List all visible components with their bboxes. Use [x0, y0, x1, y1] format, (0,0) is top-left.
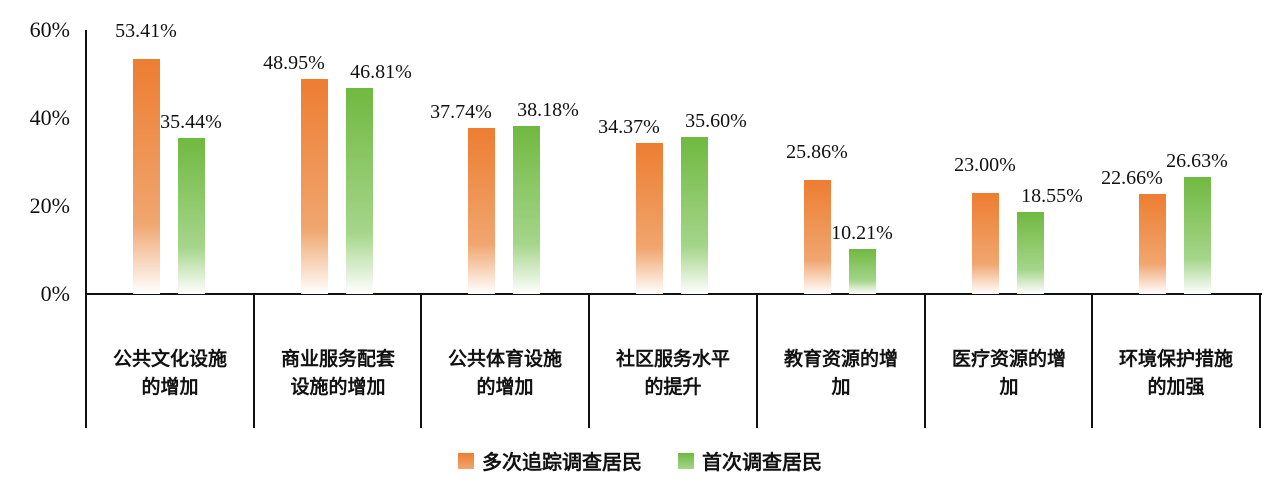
- value-label: 48.95%: [263, 52, 325, 74]
- category-label-line: 的增加: [476, 376, 534, 398]
- value-label: 23.00%: [954, 154, 1016, 176]
- legend-item-series-0: 多次追踪调查居民: [458, 446, 642, 475]
- category-divider: [924, 294, 926, 428]
- y-tick: 0%: [40, 281, 70, 306]
- value-label: 53.41%: [115, 20, 177, 42]
- value-label: 38.18%: [517, 99, 579, 121]
- bar-series-1: [681, 137, 708, 294]
- bar-series-0: [972, 193, 999, 294]
- bar-series-1: [1017, 212, 1044, 294]
- category-divider: [1259, 294, 1261, 428]
- category-label-line: 加: [831, 376, 851, 398]
- bar-series-0: [636, 143, 663, 294]
- bar-series-1: [346, 88, 373, 294]
- value-label: 35.60%: [685, 110, 747, 132]
- category-label-line: 公共文化设施: [112, 348, 227, 370]
- bar-series-0: [301, 79, 328, 294]
- category-label-line: 公共体育设施: [447, 348, 562, 370]
- bar-series-0: [804, 180, 831, 294]
- value-label: 46.81%: [350, 61, 412, 83]
- category-label: 环境保护措施 的加强: [1092, 345, 1260, 401]
- legend: 多次追踪调查居民 首次调查居民: [0, 446, 1280, 475]
- category-divider: [253, 294, 255, 428]
- category-divider: [756, 294, 758, 428]
- category-divider: [588, 294, 590, 428]
- category-label: 医疗资源的增加: [925, 345, 1093, 401]
- category-label-line: 医疗资源的增: [951, 348, 1066, 370]
- legend-swatch-green: [678, 452, 694, 469]
- category-label-line: 教育资源的增: [783, 348, 898, 370]
- y-tick: 60%: [29, 17, 70, 42]
- category-divider: [85, 294, 87, 428]
- value-label: 22.66%: [1101, 167, 1163, 189]
- y-axis-line: [85, 30, 87, 296]
- y-tick: 20%: [29, 193, 70, 218]
- bar-series-1: [513, 126, 540, 294]
- bar-series-0: [468, 128, 495, 294]
- legend-label: 首次调查居民: [702, 450, 822, 474]
- category-divider: [420, 294, 422, 428]
- legend-item-series-1: 首次调查居民: [678, 446, 822, 475]
- legend-label: 多次追踪调查居民: [482, 450, 642, 474]
- bar-series-1: [1184, 177, 1211, 294]
- category-label-line: 的增加: [141, 376, 199, 398]
- category-label: 商业服务配套 设施的增加: [254, 345, 422, 401]
- y-tick: 40%: [29, 105, 70, 130]
- value-label: 25.86%: [786, 141, 848, 163]
- category-label-line: 环境保护措施: [1118, 348, 1233, 370]
- category-label-line: 社区服务水平: [615, 348, 730, 370]
- category-label-line: 的加强: [1147, 376, 1205, 398]
- value-label: 18.55%: [1021, 185, 1083, 207]
- value-label: 26.63%: [1166, 150, 1228, 172]
- category-label: 社区服务水平 的提升: [589, 345, 757, 401]
- value-label: 34.37%: [598, 116, 660, 138]
- category-label-line: 商业服务配套: [280, 348, 395, 370]
- bar-series-1: [178, 138, 205, 294]
- category-label-line: 的提升: [644, 376, 702, 398]
- category-label: 教育资源的增加: [757, 345, 925, 401]
- bar-series-0: [1139, 194, 1166, 294]
- x-axis-line: [85, 293, 1262, 295]
- bar-series-0: [133, 59, 160, 294]
- category-label: 公共文化设施 的增加: [86, 345, 254, 401]
- bar-series-1: [849, 249, 876, 294]
- category-divider: [1091, 294, 1093, 428]
- category-label-line: 设施的增加: [290, 376, 386, 398]
- value-label: 10.21%: [831, 222, 893, 244]
- value-label: 35.44%: [160, 111, 222, 133]
- value-label: 37.74%: [430, 101, 492, 123]
- category-label-line: 加: [999, 376, 1019, 398]
- legend-swatch-orange: [458, 452, 474, 469]
- category-label: 公共体育设施 的增加: [421, 345, 589, 401]
